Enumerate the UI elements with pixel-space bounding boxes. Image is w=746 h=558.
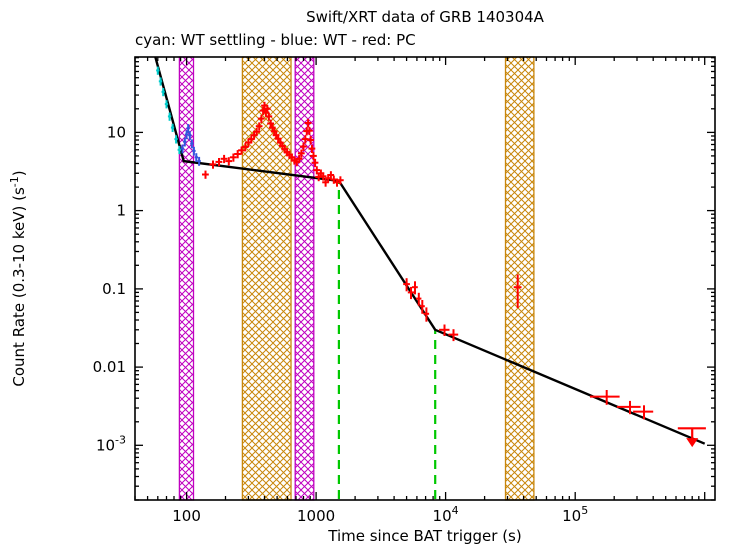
y-tick-label: 1 [116, 202, 126, 220]
plot-frame [134, 56, 716, 501]
x-tick-label: 1000 [297, 507, 335, 525]
flare-interval-bands [178, 56, 535, 501]
hatched-band [178, 56, 195, 501]
model-fit-line [154, 57, 706, 445]
y-tick-label: 10-3 [96, 433, 126, 454]
x-axis-label: Time since BAT trigger (s) [328, 527, 522, 545]
y-tick-label: 0.01 [93, 358, 126, 376]
y-tick-label: 0.1 [102, 280, 126, 298]
axis-ticks [134, 57, 715, 501]
series-wt [180, 124, 201, 166]
hatched-band [504, 56, 535, 501]
upper-limit-arrow [677, 427, 706, 448]
x-tick-label: 105 [562, 504, 588, 525]
y-tick-label: 10 [107, 123, 126, 141]
series-pc [202, 101, 654, 420]
plot-subtitle: cyan: WT settling - blue: WT - red: PC [135, 31, 416, 49]
plot-title: Swift/XRT data of GRB 140304A [306, 8, 544, 26]
y-axis-label: Count Rate (0.3-10 keV) (s-1) [8, 170, 28, 386]
break-time-lines [337, 180, 437, 499]
series-wt-settling [156, 66, 181, 155]
x-tick-label: 100 [172, 507, 201, 525]
x-tick-label: 104 [433, 504, 459, 525]
hatched-band [241, 56, 292, 501]
